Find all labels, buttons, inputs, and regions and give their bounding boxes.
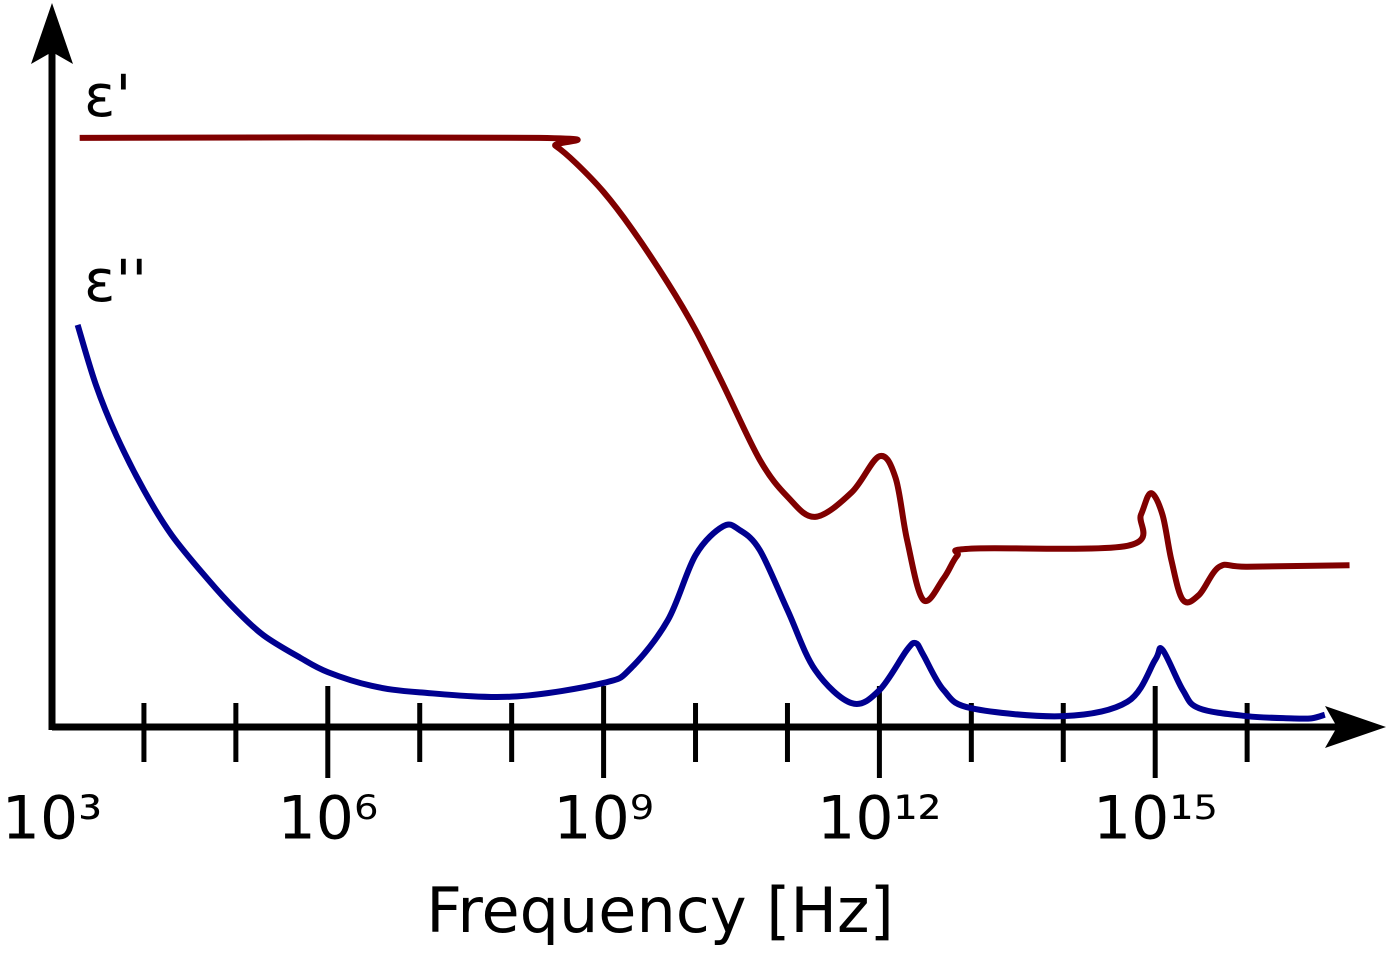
series-label: ε': [84, 62, 131, 130]
series-line: [79, 134, 1350, 606]
y-axis-arrow: [31, 3, 73, 64]
series-line: [74, 323, 1326, 722]
x-tick-label: 10⁹: [553, 784, 653, 854]
x-tick-label: 10⁶: [278, 784, 378, 854]
x-axis-arrow: [1325, 706, 1386, 748]
x-tick-label: 10¹²: [817, 784, 941, 854]
x-tick-label: 10¹⁵: [1093, 784, 1217, 854]
x-tick-label: 10³: [2, 784, 102, 854]
series-label: ε'': [84, 247, 147, 315]
x-axis-title: Frequency [Hz]: [426, 874, 894, 947]
